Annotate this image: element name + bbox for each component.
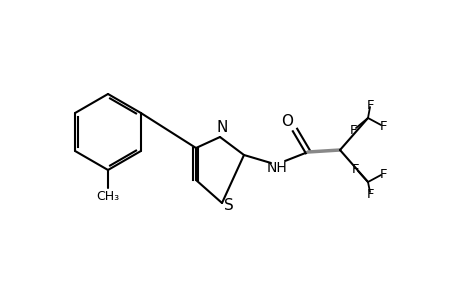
Text: F: F: [380, 119, 387, 133]
Text: F: F: [352, 163, 359, 176]
Text: S: S: [224, 199, 233, 214]
Text: N: N: [216, 119, 227, 134]
Text: F: F: [349, 124, 357, 136]
Text: CH₃: CH₃: [96, 190, 119, 202]
Text: O: O: [280, 113, 292, 128]
Text: NH: NH: [266, 161, 287, 175]
Text: F: F: [366, 188, 374, 200]
Text: F: F: [366, 98, 374, 112]
Text: F: F: [380, 167, 387, 181]
